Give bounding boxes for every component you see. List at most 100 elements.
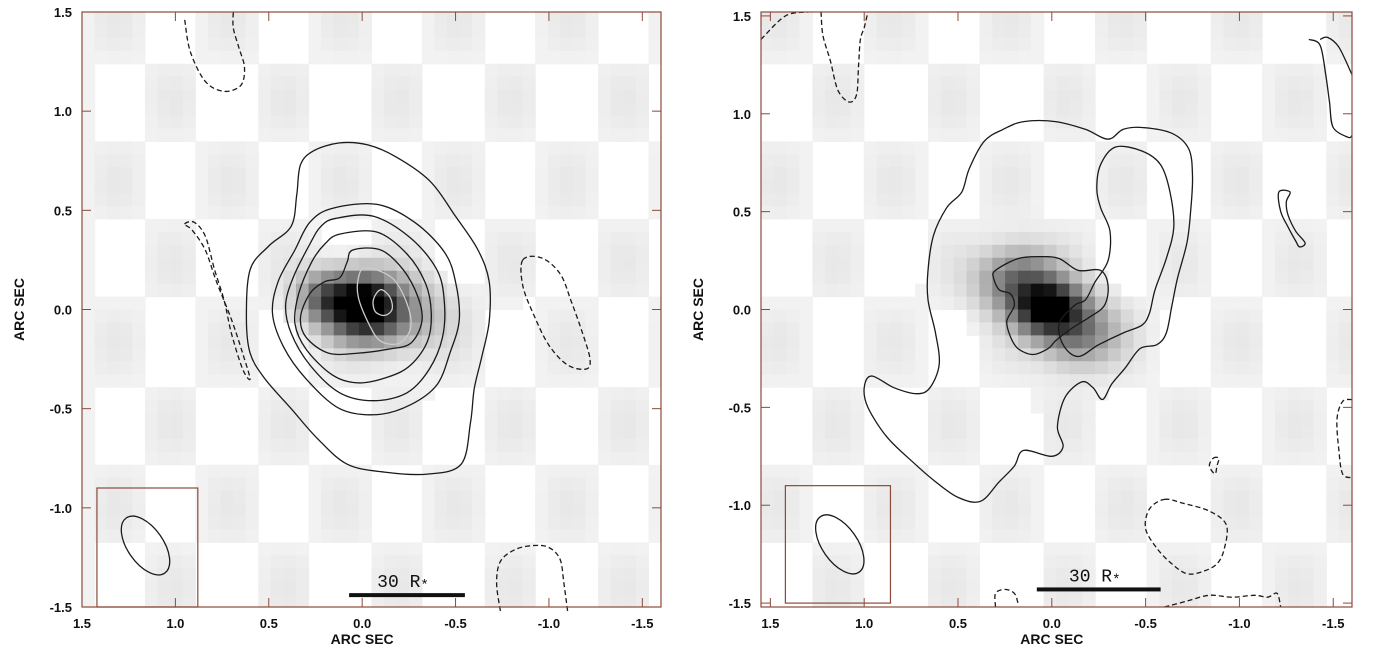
image-pixel bbox=[535, 141, 549, 155]
image-pixel bbox=[182, 244, 196, 259]
image-pixel bbox=[812, 218, 826, 233]
image-pixel bbox=[1184, 128, 1199, 142]
image-pixel bbox=[1069, 102, 1083, 117]
image-pixel bbox=[509, 568, 524, 582]
image-pixel bbox=[1172, 387, 1186, 401]
image-pixel bbox=[1326, 24, 1340, 39]
image-pixel bbox=[902, 335, 916, 349]
image-pixel bbox=[497, 400, 511, 414]
image-pixel bbox=[107, 24, 121, 39]
image-pixel bbox=[876, 516, 891, 530]
image-pixel bbox=[82, 296, 96, 311]
image-pixel bbox=[371, 438, 385, 453]
image-pixel bbox=[396, 581, 410, 595]
image-pixel bbox=[182, 542, 196, 556]
image-pixel bbox=[509, 231, 524, 246]
image-pixel bbox=[270, 412, 284, 427]
image-pixel bbox=[635, 102, 650, 117]
image-pixel bbox=[1159, 102, 1173, 117]
image-pixel bbox=[522, 438, 536, 453]
image-pixel bbox=[1043, 102, 1058, 117]
image-pixel bbox=[195, 37, 209, 52]
image-pixel bbox=[497, 270, 511, 285]
image-pixel bbox=[1300, 425, 1315, 440]
image-pixel bbox=[1274, 63, 1289, 78]
image-pixel bbox=[434, 12, 448, 26]
image-pixel bbox=[472, 50, 486, 65]
image-pixel bbox=[1184, 89, 1199, 104]
image-pixel bbox=[119, 464, 133, 479]
image-pixel bbox=[863, 180, 878, 194]
image-pixel bbox=[1069, 542, 1083, 556]
image-pixel bbox=[459, 167, 473, 181]
image-pixel bbox=[447, 167, 461, 181]
image-pixel bbox=[82, 477, 96, 492]
image-pixel bbox=[396, 555, 410, 569]
image-pixel bbox=[409, 451, 423, 466]
image-pixel bbox=[1249, 180, 1263, 194]
image-pixel bbox=[876, 309, 891, 324]
image-pixel bbox=[283, 128, 297, 142]
image-pixel bbox=[979, 141, 993, 155]
y-tick-label: -1.5 bbox=[729, 596, 751, 611]
image-pixel bbox=[396, 425, 410, 440]
image-pixel bbox=[761, 206, 775, 220]
image-pixel bbox=[1082, 231, 1096, 246]
image-pixel bbox=[1043, 451, 1058, 466]
image-pixel bbox=[953, 425, 968, 440]
image-pixel bbox=[107, 529, 121, 543]
image-pixel bbox=[1146, 296, 1160, 311]
image-pixel bbox=[1133, 309, 1148, 324]
image-pixel bbox=[1056, 335, 1070, 349]
image-pixel bbox=[585, 490, 599, 505]
image-pixel bbox=[992, 206, 1006, 220]
image-pixel bbox=[308, 322, 322, 336]
image-pixel bbox=[992, 154, 1006, 168]
image-pixel bbox=[979, 270, 993, 285]
image-pixel bbox=[346, 516, 360, 530]
image-pixel bbox=[384, 115, 398, 130]
image-pixel bbox=[484, 63, 498, 78]
image-pixel bbox=[1030, 309, 1045, 324]
image-pixel bbox=[384, 89, 398, 104]
image-pixel bbox=[270, 244, 284, 259]
image-pixel bbox=[1184, 555, 1199, 569]
image-pixel bbox=[434, 37, 448, 52]
image-pixel bbox=[966, 412, 981, 427]
image-pixel bbox=[915, 529, 929, 543]
image-pixel bbox=[1184, 412, 1199, 427]
image-pixel bbox=[953, 581, 968, 595]
image-pixel bbox=[245, 348, 259, 362]
image-pixel bbox=[132, 529, 146, 543]
image-pixel bbox=[1069, 244, 1083, 259]
image-pixel bbox=[889, 180, 903, 194]
image-pixel bbox=[371, 322, 385, 336]
image-pixel bbox=[321, 477, 335, 492]
image-pixel bbox=[1107, 529, 1122, 543]
image-pixel bbox=[409, 438, 423, 453]
image-pixel bbox=[132, 167, 146, 181]
image-pixel bbox=[560, 37, 574, 52]
image-pixel bbox=[648, 154, 662, 168]
image-pixel bbox=[295, 451, 310, 466]
image-pixel bbox=[384, 555, 398, 569]
image-pixel bbox=[940, 296, 955, 311]
image-pixel bbox=[1030, 348, 1045, 362]
image-pixel bbox=[1056, 348, 1070, 362]
image-pixel bbox=[1107, 296, 1122, 311]
image-pixel bbox=[786, 490, 801, 505]
image-pixel bbox=[283, 568, 297, 582]
image-pixel bbox=[472, 193, 486, 207]
image-pixel bbox=[1249, 490, 1263, 505]
image-pixel bbox=[761, 322, 775, 336]
image-pixel bbox=[623, 231, 637, 246]
image-pixel bbox=[283, 231, 297, 246]
image-pixel bbox=[1146, 257, 1160, 272]
image-pixel bbox=[182, 257, 196, 272]
image-pixel bbox=[535, 193, 549, 207]
image-pixel bbox=[409, 361, 423, 375]
image-pixel bbox=[786, 154, 801, 168]
image-pixel bbox=[132, 464, 146, 479]
image-pixel bbox=[1300, 412, 1315, 427]
